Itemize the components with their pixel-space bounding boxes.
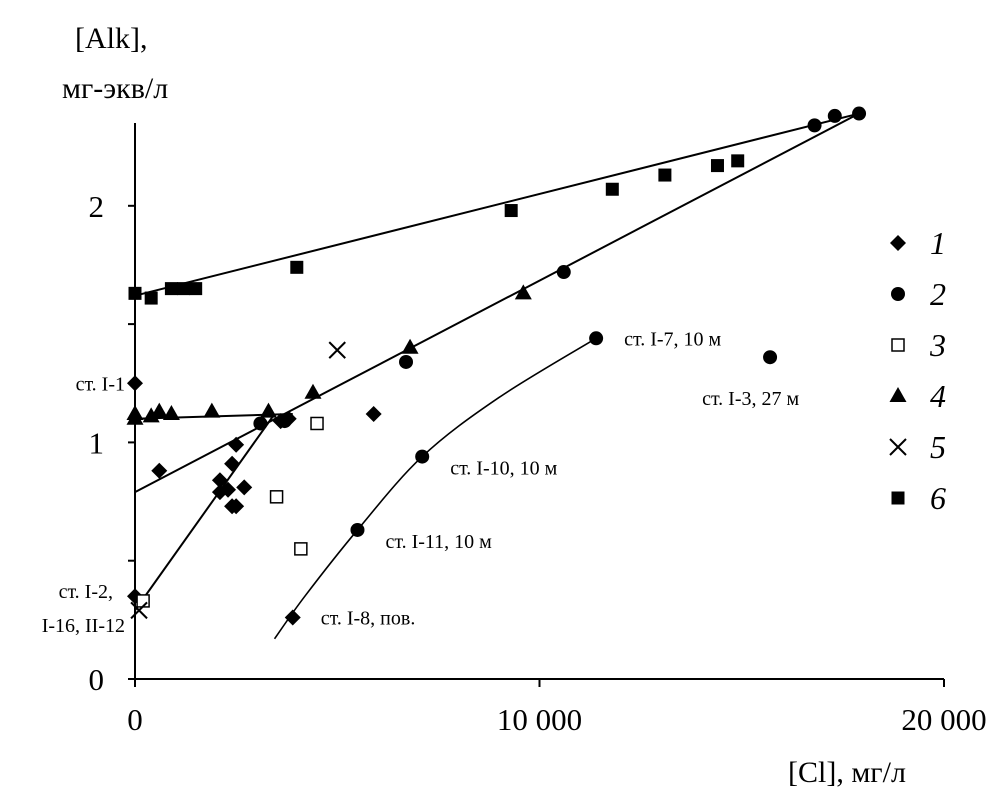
point-series-2 [277, 414, 292, 429]
y-axis-label-line1: [Alk], [75, 22, 147, 55]
point-series-6 [710, 159, 724, 173]
legend-marker-4 [889, 387, 907, 402]
y-tick-label: 1 [89, 425, 105, 460]
axis-labels: [Alk], мг-экв/л [Cl], мг/л [62, 22, 906, 789]
point-series-4 [162, 405, 180, 421]
x-tick-label: 0 [127, 702, 143, 737]
point-series-6 [731, 154, 745, 168]
point-series-6 [164, 282, 178, 296]
point-series-4 [259, 402, 277, 418]
point-series-6 [144, 291, 158, 305]
point-series-1 [284, 609, 301, 626]
point-series-4 [203, 402, 221, 418]
point-series-2 [589, 331, 604, 346]
point-annotation: ст. I-3, 27 м [702, 388, 799, 410]
point-series-2 [763, 350, 778, 365]
point-series-6 [658, 168, 672, 182]
x-tick-label: 20 000 [901, 702, 986, 737]
legend-label: 3 [929, 327, 946, 363]
legend-marker-6 [891, 491, 905, 505]
point-series-1 [224, 455, 241, 472]
point-series-5 [328, 341, 346, 359]
point-series-2 [852, 106, 867, 121]
annotations: ст. I-1 ст. I-2, I-16, II-12 ст. I-7, 10 м с… [42, 328, 800, 637]
point-series-2 [415, 449, 430, 464]
legend-label: 6 [930, 480, 946, 516]
point-series-2 [399, 354, 414, 369]
point-series-1 [365, 406, 382, 423]
point-series-3 [294, 542, 308, 556]
data-points [126, 106, 867, 626]
point-annotation: ст. I-1 [76, 373, 125, 395]
point-series-1 [127, 375, 143, 392]
legend: 1 2 3 4 5 6 [889, 225, 946, 516]
point-series-2 [253, 416, 268, 431]
point-series-1 [220, 481, 237, 498]
trend-line-station-curve [273, 337, 597, 640]
point-series-2 [807, 118, 822, 133]
point-annotation: I-16, II-12 [42, 615, 125, 637]
legend-label: 1 [930, 225, 946, 261]
point-series-4 [514, 284, 532, 300]
legend-marker-1 [890, 235, 906, 251]
point-annotation: ст. I-11, 10 м [385, 531, 492, 553]
point-series-3 [269, 490, 284, 504]
point-series-4 [142, 407, 160, 423]
trend-lines [134, 112, 860, 640]
legend-marker-2 [891, 287, 905, 301]
point-series-4 [150, 402, 168, 418]
legend-label: 4 [930, 378, 946, 414]
point-series-1 [236, 479, 253, 496]
point-series-1 [228, 498, 245, 515]
point-series-1 [228, 436, 245, 453]
point-series-2 [350, 522, 365, 537]
legend-marker-3 [891, 338, 905, 352]
point-series-2 [827, 108, 842, 123]
axes: 0 10 000 20 000 0 1 2 [89, 123, 987, 737]
point-series-4 [126, 409, 144, 425]
point-series-3 [310, 416, 324, 431]
point-series-2 [556, 265, 571, 280]
y-axis-label-line2: мг-экв/л [62, 72, 168, 105]
trend-line-6-fit [134, 112, 860, 297]
y-tick-label: 0 [89, 662, 105, 697]
trend-line-1-steep-fit [134, 413, 276, 611]
point-series-1 [151, 462, 168, 479]
point-series-6 [189, 282, 203, 296]
point-annotation: ст. I-2, [59, 581, 113, 603]
y-tick-label: 2 [89, 189, 105, 224]
point-series-5 [130, 601, 148, 620]
point-annotation: ст. I-7, 10 м [624, 328, 721, 350]
legend-marker-5 [889, 438, 907, 456]
trend-line-2-fit [134, 112, 860, 493]
point-series-1 [211, 472, 228, 489]
point-series-4 [401, 338, 419, 354]
point-annotation: ст. I-10, 10 м [450, 458, 557, 480]
point-series-6 [605, 182, 619, 196]
point-series-6 [177, 282, 191, 296]
point-series-6 [504, 204, 518, 218]
legend-label: 2 [930, 276, 946, 312]
point-series-4 [304, 383, 322, 399]
x-tick-label: 10 000 [497, 702, 582, 737]
legend-label: 5 [930, 429, 946, 465]
point-annotation: ст. I-8, пов. [321, 607, 416, 629]
point-series-6 [290, 260, 304, 274]
x-axis-label: [Cl], мг/л [788, 756, 906, 789]
point-series-6 [128, 286, 142, 300]
